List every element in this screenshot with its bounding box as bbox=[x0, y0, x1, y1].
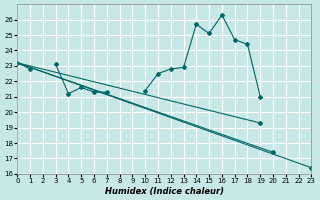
X-axis label: Humidex (Indice chaleur): Humidex (Indice chaleur) bbox=[105, 187, 224, 196]
